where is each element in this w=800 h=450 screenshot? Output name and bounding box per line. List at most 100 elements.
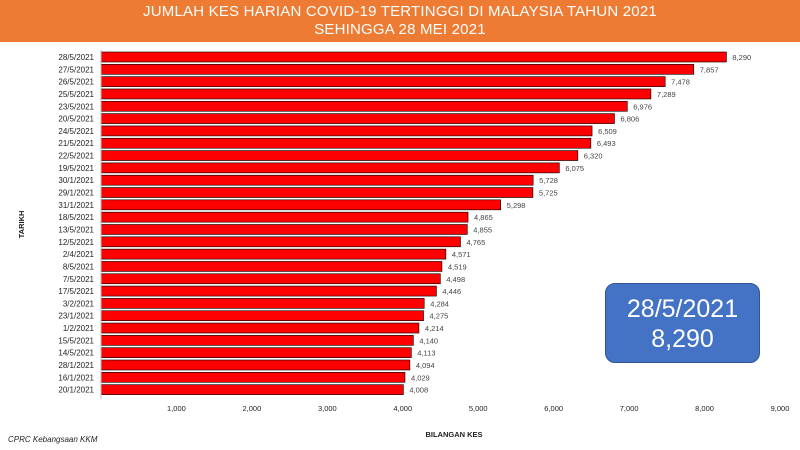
category-labels: 28/5/2021 27/5/2021 26/5/2021 25/5/2021 23/5… — [58, 53, 94, 395]
value-label: 4,094 — [416, 361, 435, 370]
category-label: 23/1/2021 — [58, 312, 94, 321]
value-label: 4,275 — [430, 312, 449, 321]
value-label: 7,289 — [657, 90, 676, 99]
chart-title-banner: JUMLAH KES HARIAN COVID-19 TERTINGGI DI … — [0, 0, 800, 42]
bar — [100, 335, 414, 346]
category-label: 27/5/2021 — [58, 65, 94, 74]
value-label: 4,765 — [466, 238, 485, 247]
x-axis-label: BILANGAN KES — [425, 430, 482, 439]
chart-title-line-2: SEHINGGA 28 MEI 2021 — [314, 21, 486, 38]
category-label: 20/5/2021 — [58, 115, 94, 124]
category-label: 22/5/2021 — [58, 152, 94, 161]
value-label: 4,519 — [448, 262, 467, 271]
category-label: 19/5/2021 — [58, 164, 94, 173]
value-label: 6,320 — [584, 152, 603, 161]
category-label: 3/2/2021 — [63, 299, 95, 308]
x-tick-label: 8,000 — [695, 404, 714, 413]
bar — [100, 51, 727, 63]
category-label: 26/5/2021 — [58, 78, 94, 87]
bar — [100, 347, 412, 358]
value-label: 4,029 — [411, 373, 430, 382]
category-label: 8/5/2021 — [63, 262, 95, 271]
category-label: 21/5/2021 — [58, 139, 94, 148]
value-label: 6,806 — [620, 115, 639, 124]
chart-title-line-1: JUMLAH KES HARIAN COVID-19 TERTINGGI DI … — [143, 3, 657, 20]
bar — [100, 224, 468, 235]
bar — [100, 162, 560, 174]
value-label: 5,725 — [539, 189, 558, 198]
value-label: 4,571 — [452, 250, 471, 259]
category-label: 16/1/2021 — [58, 373, 94, 382]
highlight-callout: 28/5/2021 8,290 — [605, 283, 760, 363]
x-tick-label: 1,000 — [167, 404, 186, 413]
bar — [100, 137, 592, 149]
category-label: 7/5/2021 — [63, 275, 95, 284]
bar — [100, 211, 469, 223]
value-label: 5,728 — [539, 176, 558, 185]
value-label: 4,140 — [419, 336, 438, 345]
bar — [100, 64, 695, 75]
bars — [100, 51, 727, 395]
bar — [100, 273, 441, 285]
x-tick-label: 2,000 — [242, 404, 261, 413]
category-label: 28/5/2021 — [58, 53, 94, 62]
value-label: 5,298 — [507, 201, 526, 210]
category-label: 2/4/2021 — [63, 250, 95, 259]
category-label: 20/1/2021 — [58, 386, 94, 395]
bar — [100, 76, 666, 87]
bar — [100, 125, 593, 137]
x-tick-label: 7,000 — [620, 404, 639, 413]
x-tick-label: 4,000 — [393, 404, 412, 413]
category-label: 1/2/2021 — [63, 324, 95, 333]
bar — [100, 372, 406, 383]
category-label: 30/1/2021 — [58, 176, 94, 185]
value-label: 6,509 — [598, 127, 617, 136]
bar — [100, 384, 404, 395]
bar — [100, 248, 447, 260]
bar — [100, 174, 534, 186]
bar — [100, 322, 420, 334]
category-label: 24/5/2021 — [58, 127, 94, 136]
x-tick-label: 5,000 — [469, 404, 488, 413]
bar — [100, 261, 443, 272]
callout-date: 28/5/2021 — [626, 295, 739, 323]
bar — [100, 359, 411, 371]
callout-value: 8,290 — [651, 325, 714, 353]
value-label: 4,498 — [446, 275, 465, 284]
value-label: 4,865 — [474, 213, 493, 222]
x-tick-label: 9,000 — [771, 404, 790, 413]
source-note: CPRC Kebangsaan KKM — [8, 435, 98, 444]
category-label: 18/5/2021 — [58, 213, 94, 222]
category-label: 14/5/2021 — [58, 349, 94, 358]
bar — [100, 310, 424, 322]
bar — [100, 298, 425, 309]
category-label: 28/1/2021 — [58, 361, 94, 370]
x-tick-label: 6,000 — [544, 404, 563, 413]
x-tick-label: 3,000 — [318, 404, 337, 413]
bar — [100, 236, 461, 248]
bar — [100, 100, 628, 112]
value-label: 7,478 — [671, 78, 690, 87]
category-label: 15/5/2021 — [58, 336, 94, 345]
category-label: 31/1/2021 — [58, 201, 94, 210]
value-label: 4,284 — [430, 299, 449, 308]
category-label: 17/5/2021 — [58, 287, 94, 296]
value-label: 6,493 — [597, 139, 616, 148]
value-label: 7,857 — [700, 65, 719, 74]
bar — [100, 88, 652, 100]
value-label: 4,008 — [409, 386, 428, 395]
value-label: 8,290 — [732, 53, 751, 62]
bar — [100, 150, 579, 161]
y-axis-label: TARIKH — [17, 211, 26, 239]
category-label: 12/5/2021 — [58, 238, 94, 247]
x-axis-ticks: 1,000 2,000 3,000 4,000 5,000 6,000 7,000 8,000… — [167, 404, 789, 413]
bar — [100, 187, 534, 198]
value-label: 4,113 — [417, 349, 435, 358]
value-label: 4,855 — [473, 225, 492, 234]
bar — [100, 285, 437, 297]
category-label: 13/5/2021 — [58, 225, 94, 234]
bar — [100, 113, 615, 124]
category-label: 25/5/2021 — [58, 90, 94, 99]
value-label: 4,446 — [442, 287, 461, 296]
